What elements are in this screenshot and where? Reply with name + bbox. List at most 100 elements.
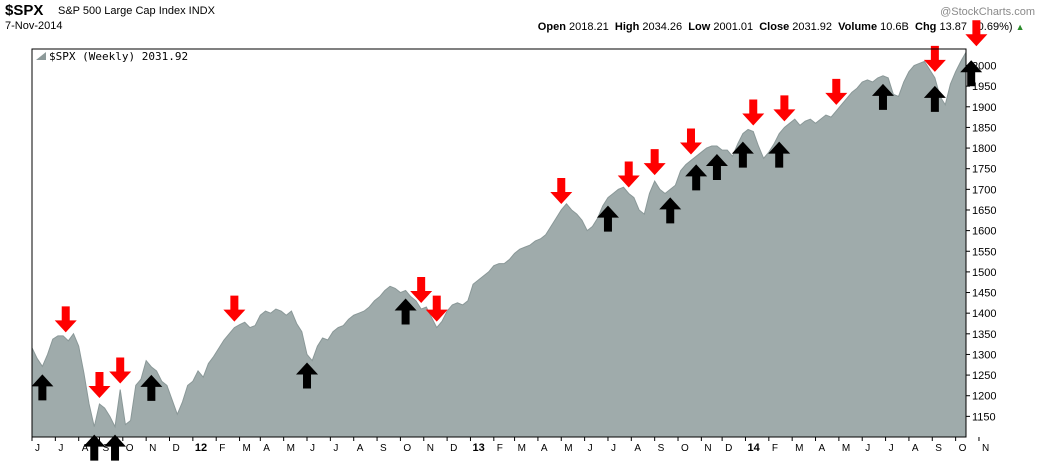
volume-label: Volume [838, 21, 878, 33]
y-tick-label: 1950 [972, 81, 996, 93]
x-tick-label: 14 [747, 442, 760, 454]
sell-arrow-icon [742, 99, 765, 126]
x-tick-label: J [333, 443, 338, 454]
high-label: High [614, 21, 640, 33]
x-tick-label: A [263, 443, 270, 454]
x-tick-label: S [935, 443, 942, 454]
volume-value: 10.6B [880, 21, 909, 33]
x-tick-label: J [865, 443, 870, 454]
sell-arrow-icon [825, 78, 848, 105]
plot-border [31, 48, 967, 438]
y-tick-label: 1450 [972, 288, 996, 300]
x-tick-label: A [912, 443, 919, 454]
x-tick-label: O [681, 443, 689, 454]
buy-arrow-icon [685, 164, 708, 191]
x-tick-label: A [357, 443, 364, 454]
sell-arrow-icon [550, 177, 573, 204]
x-tick-label: J [35, 443, 40, 454]
buy-arrow-icon [140, 374, 163, 401]
y-tick-label: 1850 [972, 122, 996, 134]
y-tick-label: 1550 [972, 246, 996, 258]
buy-arrow-icon [659, 197, 682, 224]
high-value: 2034.26 [642, 21, 683, 33]
x-tick-label: J [889, 443, 894, 454]
buy-arrow-icon [768, 141, 791, 168]
x-tick-label: S [658, 443, 665, 454]
sell-arrow-icon [410, 277, 433, 304]
low-value: 2001.01 [713, 21, 754, 33]
legend: $SPX (Weekly) 2031.92 [36, 50, 188, 63]
y-tick-label: 1750 [972, 164, 996, 176]
x-tick-label: M [795, 443, 803, 454]
legend-label: $SPX (Weekly) 2031.92 [49, 50, 188, 63]
x-tick-label: F [219, 443, 225, 454]
buy-arrow-icon [104, 434, 127, 461]
y-tick-label: 1300 [972, 349, 996, 361]
chg-percent: (0.69%) ▲ [974, 21, 1025, 33]
x-tick-label: A [82, 443, 89, 454]
axes: 1150 1200 1250 1300 1350 1400 1450 1500 1550 1600… [31, 48, 996, 454]
x-tick-label: M [842, 443, 850, 454]
x-tick-label: M [287, 443, 295, 454]
plot-area [31, 49, 967, 438]
x-tick-label: N [704, 443, 711, 454]
x-tick-label: A [819, 443, 826, 454]
arrow-annotations [31, 20, 988, 461]
x-tick-label: O [126, 443, 134, 454]
y-tick-label: 1900 [972, 102, 996, 114]
x-tick-label: A [541, 443, 548, 454]
buy-arrow-icon [31, 374, 54, 401]
buy-arrow-icon [83, 434, 106, 461]
legend-area-icon [36, 52, 46, 60]
x-tick-label: J [58, 443, 63, 454]
price-area-series [31, 50, 967, 438]
x-tick-label: A [634, 443, 641, 454]
price-stats: Open 2018.21 High 2034.26 Low 2001.01 Cl… [538, 21, 967, 33]
y-tick-label: 1700 [972, 184, 996, 196]
y-tick-label: 1250 [972, 370, 996, 382]
y-tick-label: 2000 [972, 61, 996, 73]
x-tick-label: S [102, 443, 109, 454]
sell-arrow-icon [923, 45, 946, 72]
sell-arrow-icon [617, 161, 640, 188]
sell-arrow-icon [965, 20, 988, 47]
symbol-label: $SPX [5, 2, 44, 19]
buy-arrow-icon [596, 205, 619, 232]
y-tick-label: 1500 [972, 267, 996, 279]
buy-arrow-icon [871, 83, 894, 110]
x-tick-label: N [982, 443, 989, 454]
y-tick-label: 1650 [972, 205, 996, 217]
low-label: Low [688, 21, 711, 33]
x-tick-label: M [518, 443, 526, 454]
x-tick-label: N [427, 443, 434, 454]
x-tick-label: O [403, 443, 411, 454]
x-tick-label: F [497, 443, 503, 454]
x-tick-label: F [772, 443, 778, 454]
sell-arrow-icon [109, 357, 132, 384]
sell-arrow-icon [223, 295, 246, 322]
x-tick-label: 13 [472, 442, 484, 454]
close-label: Close [759, 21, 790, 33]
y-tick-label: 1600 [972, 226, 996, 238]
buy-arrow-icon [731, 141, 754, 168]
y-tick-label: 1150 [972, 411, 996, 423]
x-tick-label: J [310, 443, 315, 454]
date-label: 7-Nov-2014 [5, 20, 63, 32]
x-tick-label: O [959, 443, 967, 454]
x-tick-label: D [725, 443, 732, 454]
sell-arrow-icon [773, 95, 796, 122]
sell-arrow-icon [54, 306, 77, 333]
x-tick-label: M [243, 443, 251, 454]
chg-label: Chg [915, 21, 937, 33]
chg-pct-value: (0.69%) [974, 21, 1013, 33]
up-triangle-icon: ▲ [1015, 22, 1025, 32]
open-label: Open [537, 21, 566, 33]
x-tick-label: J [588, 443, 593, 454]
buy-arrow-icon [394, 298, 417, 325]
x-tick-label: N [149, 443, 156, 454]
y-tick-label: 1400 [972, 308, 996, 320]
x-tick-label: S [380, 443, 387, 454]
sell-arrow-icon [679, 128, 702, 155]
x-tick-label: 12 [195, 442, 207, 454]
